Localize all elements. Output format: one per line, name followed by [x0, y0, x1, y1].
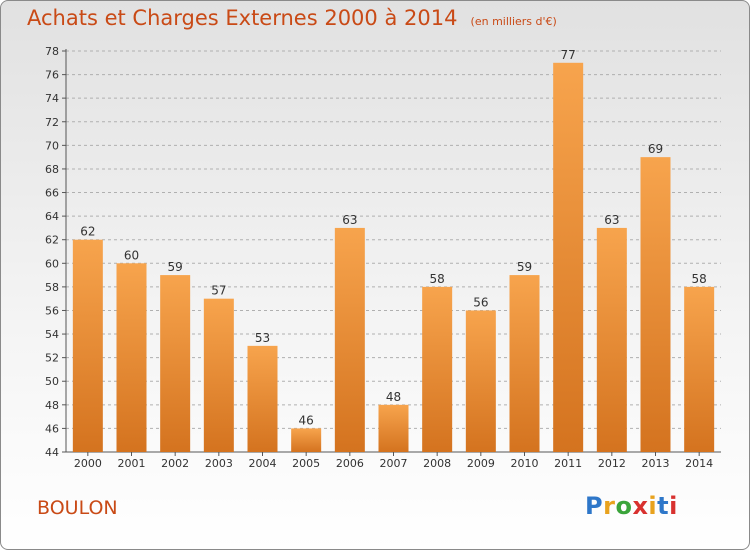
y-tick-label: 52: [45, 352, 59, 365]
y-tick-label: 54: [45, 328, 59, 341]
bar: [72, 239, 103, 452]
x-tick-label: 2007: [380, 457, 408, 470]
x-tick-label: 2002: [161, 457, 189, 470]
y-tick-label: 78: [45, 45, 59, 58]
x-tick-label: 2009: [467, 457, 495, 470]
bar: [684, 286, 715, 452]
x-tick-label: 2013: [642, 457, 670, 470]
logo-letter: r: [603, 492, 616, 520]
data-label: 62: [80, 225, 95, 239]
data-label: 48: [386, 390, 401, 404]
data-label: 63: [604, 213, 619, 227]
data-labels: 62 60 59 57 53 46 63 48 58 56 59 77 63 69 58: [80, 48, 707, 428]
y-tick-label: 74: [45, 92, 59, 105]
bars: [72, 62, 715, 452]
y-tick-label: 64: [45, 210, 59, 223]
bar: [116, 263, 147, 452]
y-tick-label: 44: [45, 446, 59, 459]
logo-letter: t: [657, 492, 670, 520]
data-label: 56: [473, 295, 488, 309]
y-tick-label: 46: [45, 422, 59, 435]
y-tick-label: 50: [45, 375, 59, 388]
title-row: Achats et Charges Externes 2000 à 2014 (…: [27, 6, 557, 30]
y-tick-label: 48: [45, 399, 59, 412]
y-tick-label: 60: [45, 257, 59, 270]
data-label: 58: [692, 272, 707, 286]
location-label: BOULON: [37, 497, 118, 519]
y-tick-label: 56: [45, 304, 59, 317]
y-tick-label: 58: [45, 281, 59, 294]
bar: [334, 227, 365, 452]
proxiti-logo: Proxiti: [585, 492, 678, 520]
bar: [640, 157, 671, 452]
data-label: 59: [168, 260, 183, 274]
chart-subtitle: (en milliers d'€): [470, 15, 557, 28]
bar: [553, 62, 584, 452]
data-label: 57: [211, 284, 226, 298]
bar: [247, 345, 278, 452]
x-tick-label: 2006: [336, 457, 364, 470]
data-label: 53: [255, 331, 270, 345]
bar: [465, 310, 496, 452]
logo-letter: i: [669, 492, 678, 520]
x-tick-label: 2004: [249, 457, 277, 470]
x-tick-label: 2001: [118, 457, 146, 470]
x-tick-label: 2010: [511, 457, 539, 470]
y-tick-label: 72: [45, 116, 59, 129]
bar: [378, 404, 409, 452]
x-tick-label: 2012: [598, 457, 626, 470]
x-tick-label: 2003: [205, 457, 233, 470]
bar: [509, 275, 540, 452]
y-tick-label: 62: [45, 234, 59, 247]
y-tick-label: 76: [45, 69, 59, 82]
data-label: 69: [648, 142, 663, 156]
logo-letter: x: [632, 492, 649, 520]
logo-letter: P: [585, 492, 604, 520]
x-tick-label: 2011: [554, 457, 582, 470]
data-label: 63: [342, 213, 357, 227]
data-label: 59: [517, 260, 532, 274]
chart-title: Achats et Charges Externes 2000 à 2014: [27, 6, 458, 30]
bar: [596, 227, 627, 452]
bar: [203, 298, 234, 452]
x-tick-label: 2005: [292, 457, 320, 470]
data-label: 46: [299, 413, 314, 427]
bar: [160, 275, 191, 452]
x-tick-label: 2008: [423, 457, 451, 470]
y-tick-label: 68: [45, 163, 59, 176]
x-tick-label: 2014: [685, 457, 713, 470]
logo-letter: i: [648, 492, 658, 520]
y-tick-label: 66: [45, 187, 59, 200]
bar: [291, 428, 322, 452]
x-tick-label: 2000: [74, 457, 102, 470]
y-tick-label: 70: [45, 139, 59, 152]
data-label: 77: [561, 48, 576, 62]
logo-letter: o: [615, 492, 633, 520]
data-label: 60: [124, 248, 139, 262]
data-label: 58: [430, 272, 445, 286]
bar: [422, 286, 453, 452]
